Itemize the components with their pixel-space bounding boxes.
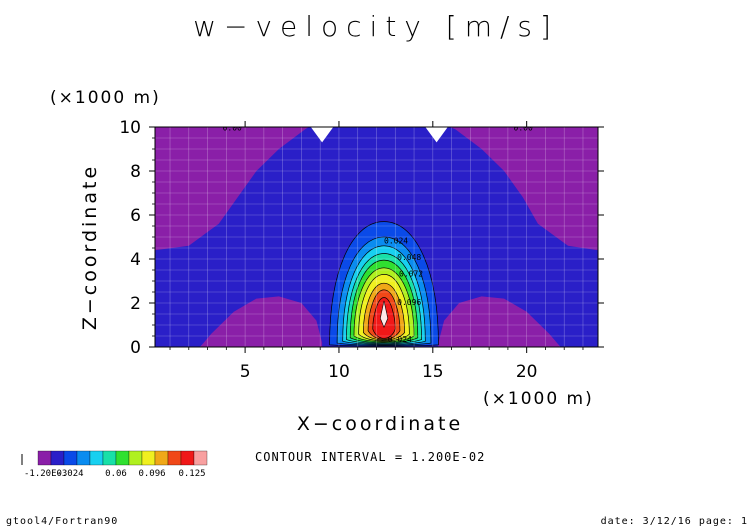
colorbar-swatch xyxy=(154,450,169,466)
contour-label: 0.00 xyxy=(223,123,242,132)
x-tick-label: 5 xyxy=(240,362,251,382)
colorbar-tick-label: 0.06 xyxy=(105,469,127,479)
contour-interval-text: CONTOUR INTERVAL = 1.200E-02 xyxy=(255,450,486,464)
contour-level-negative-lower-left xyxy=(200,296,323,347)
y-tick-label: 2 xyxy=(130,294,141,314)
y-tick-label: 4 xyxy=(130,250,141,270)
colorbar-swatch xyxy=(89,450,104,466)
colorbar-tick-label: 0.125 xyxy=(178,469,205,479)
colorbar-swatch xyxy=(167,450,182,466)
contour-level-negative-upper-left xyxy=(155,127,309,251)
footer-program: gtool4/Fortran90 xyxy=(6,516,119,527)
contour-label: 0.096 xyxy=(397,298,421,307)
contour-label: 0.048 xyxy=(397,253,421,262)
contour-core xyxy=(379,300,389,328)
contour-level-negative-lower-right xyxy=(438,296,561,347)
colorbar-swatch xyxy=(141,450,156,466)
contour-fields: 0.00 0.00 0.024 0.048 0.072 0.096 0.024 xyxy=(155,123,598,347)
colorbar-swatch xyxy=(37,450,52,466)
colorbar-swatch xyxy=(50,450,65,466)
contour-label: 0.024 xyxy=(388,335,412,344)
y-tick-label: 0 xyxy=(130,338,141,358)
colorbar-tick-label: -1.20E-3 xyxy=(24,469,67,479)
contour-gap xyxy=(310,127,334,143)
colorbar-swatch xyxy=(128,450,143,466)
contour-label: 0.00 xyxy=(514,123,533,132)
x-tick-label: 15 xyxy=(422,362,444,382)
x-unit-label: (×1000 m) xyxy=(483,389,594,409)
colorbar-tick-label: 0.096 xyxy=(138,469,165,479)
colorbar-swatch xyxy=(63,450,78,466)
colorbar-swatch xyxy=(193,450,208,466)
x-axis-label: X−coordinate xyxy=(296,413,464,435)
contour-label: 0.072 xyxy=(399,270,423,279)
x-tick-label: 20 xyxy=(516,362,538,382)
footer-date: date: 3/12/16 page: 1 xyxy=(600,516,748,527)
y-tick-label: 10 xyxy=(119,118,141,138)
gridlines xyxy=(155,127,598,347)
contour-gap xyxy=(425,127,448,143)
contour-level-negative-upper-right xyxy=(449,127,598,251)
colorbar-swatch xyxy=(102,450,117,466)
y-tick-label: 8 xyxy=(130,162,141,182)
colorbar-swatch xyxy=(180,450,195,466)
x-tick-label: 10 xyxy=(328,362,350,382)
colorbar-swatch xyxy=(76,450,91,466)
y-unit-label: (×1000 m) xyxy=(50,88,161,108)
colorbar-swatch xyxy=(115,450,130,466)
contour-label: 0.024 xyxy=(384,237,408,246)
y-tick-label: 6 xyxy=(130,206,141,226)
colorbar-tick-label: 0.024 xyxy=(56,469,83,479)
chart-title: w−velocity [m/s] xyxy=(193,10,559,43)
